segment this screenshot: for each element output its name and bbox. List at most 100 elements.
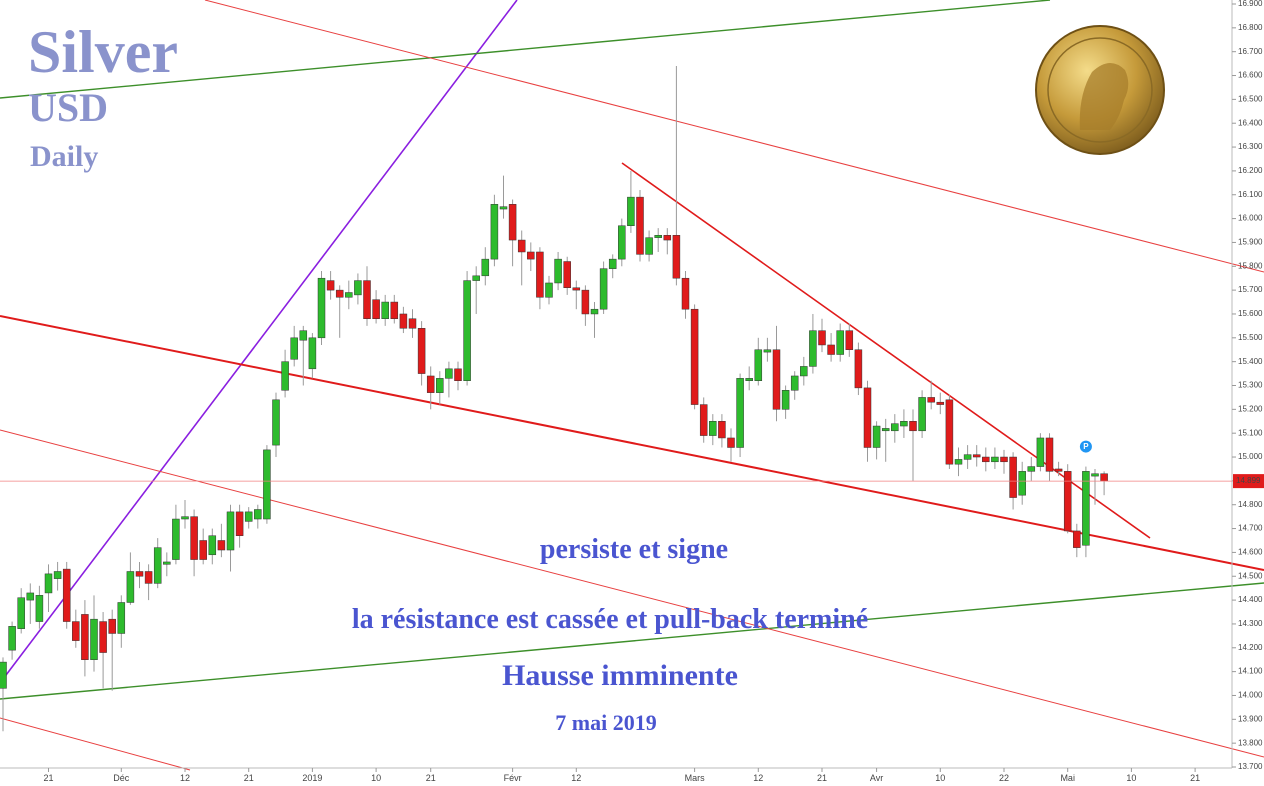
trend-line (0, 717, 191, 771)
y-tick-label: 16.200 (1238, 166, 1263, 175)
trend-line (0, 0, 518, 684)
candle-body (1036, 437, 1045, 467)
candle-body (326, 280, 335, 291)
candle-body (381, 301, 389, 319)
candle-body (745, 378, 753, 381)
candle-body (290, 337, 298, 360)
x-tick-label: 21 (426, 773, 436, 783)
annotation: Hausse imminente (502, 659, 738, 692)
candle-body (936, 401, 945, 405)
x-tick-label: 21 (43, 773, 53, 783)
candle-body (818, 330, 826, 346)
candle-body (454, 368, 462, 381)
y-tick-label: 15.700 (1238, 285, 1263, 294)
y-tick-label: 16.300 (1238, 142, 1263, 151)
candle-body (881, 428, 890, 432)
candle-body (554, 258, 562, 284)
candle-body (335, 289, 344, 298)
x-tick-label: Févr (504, 773, 522, 783)
candle-body (90, 618, 98, 660)
candle-body (1000, 456, 1008, 463)
candle-body (1018, 471, 1026, 496)
candle-body (35, 595, 44, 622)
candle-body (181, 516, 189, 520)
x-tick-label: 2019 (302, 773, 322, 783)
candle-body (135, 571, 144, 577)
candle-body (654, 235, 662, 238)
candle-body (426, 375, 435, 393)
annotation-date: 7 mai 2019 (555, 710, 656, 735)
candle-body (436, 378, 444, 393)
candle-body (1009, 456, 1017, 498)
trend-line (0, 429, 1264, 758)
candle-body (235, 511, 244, 536)
candle-body (517, 239, 526, 253)
x-tick-label: 12 (753, 773, 763, 783)
annotation: persiste et signe (540, 534, 728, 565)
candle-body (126, 571, 135, 603)
x-tick-label: 21 (244, 773, 254, 783)
candle-body (108, 618, 116, 634)
y-tick-label: 15.800 (1238, 261, 1263, 270)
candle-body (354, 280, 362, 296)
candle-body (508, 204, 517, 241)
annotation: la résistance est cassée et pull-back te… (352, 604, 868, 635)
candle-body (408, 318, 417, 329)
y-tick-label: 15.300 (1238, 381, 1263, 390)
x-tick-label: 22 (999, 773, 1009, 783)
candle-body (417, 328, 426, 374)
candle-body (927, 397, 935, 403)
candle-body (8, 626, 16, 651)
candle-body (144, 571, 153, 584)
candle-body (17, 597, 25, 629)
candle-body (1100, 473, 1108, 482)
candle-body (1027, 466, 1036, 472)
candle-body (699, 404, 708, 436)
y-tick-label: 15.500 (1238, 333, 1263, 342)
y-tick-label: 16.700 (1238, 47, 1263, 56)
candle-body (272, 399, 280, 446)
candle-body (545, 282, 553, 298)
candle-body (781, 390, 790, 410)
candle-body (199, 540, 207, 560)
candle-body (308, 337, 317, 370)
candle-body (736, 378, 744, 448)
candle-body (263, 449, 271, 520)
candle-body (599, 268, 608, 310)
candle-body (991, 456, 999, 463)
candle-body (836, 330, 844, 355)
y-tick-label: 14.200 (1238, 643, 1263, 652)
candle-body (809, 330, 817, 367)
y-tick-label: 13.700 (1238, 762, 1263, 771)
y-tick-label: 15.900 (1238, 238, 1263, 247)
x-tick-label: Mars (685, 773, 705, 783)
x-tick-label: 21 (1190, 773, 1200, 783)
chart-title: Silver (28, 19, 178, 85)
candle-body (800, 366, 808, 377)
candle-body (900, 421, 908, 427)
x-tick-label: Mai (1060, 773, 1075, 783)
candle-body (918, 397, 926, 432)
currency-label: USD (28, 85, 108, 130)
candle-body (1091, 473, 1099, 477)
y-tick-label: 16.400 (1238, 118, 1263, 127)
candle-body (244, 511, 253, 522)
x-tick-label: 12 (571, 773, 581, 783)
candle-body (190, 516, 198, 560)
candle-body (281, 361, 289, 391)
candle-body (581, 289, 590, 315)
candle-body (345, 292, 353, 298)
candle-body (1073, 530, 1081, 548)
candle-body (1045, 437, 1054, 472)
candle-body (854, 349, 863, 389)
candle-body (663, 235, 672, 241)
candle-body (572, 287, 581, 291)
y-tick-label: 16.800 (1238, 23, 1263, 32)
y-tick-label: 14.700 (1238, 524, 1263, 533)
y-tick-label: 16.000 (1238, 214, 1263, 223)
candle-body (963, 454, 972, 460)
candle-body (536, 251, 544, 298)
candle-body (636, 196, 644, 255)
